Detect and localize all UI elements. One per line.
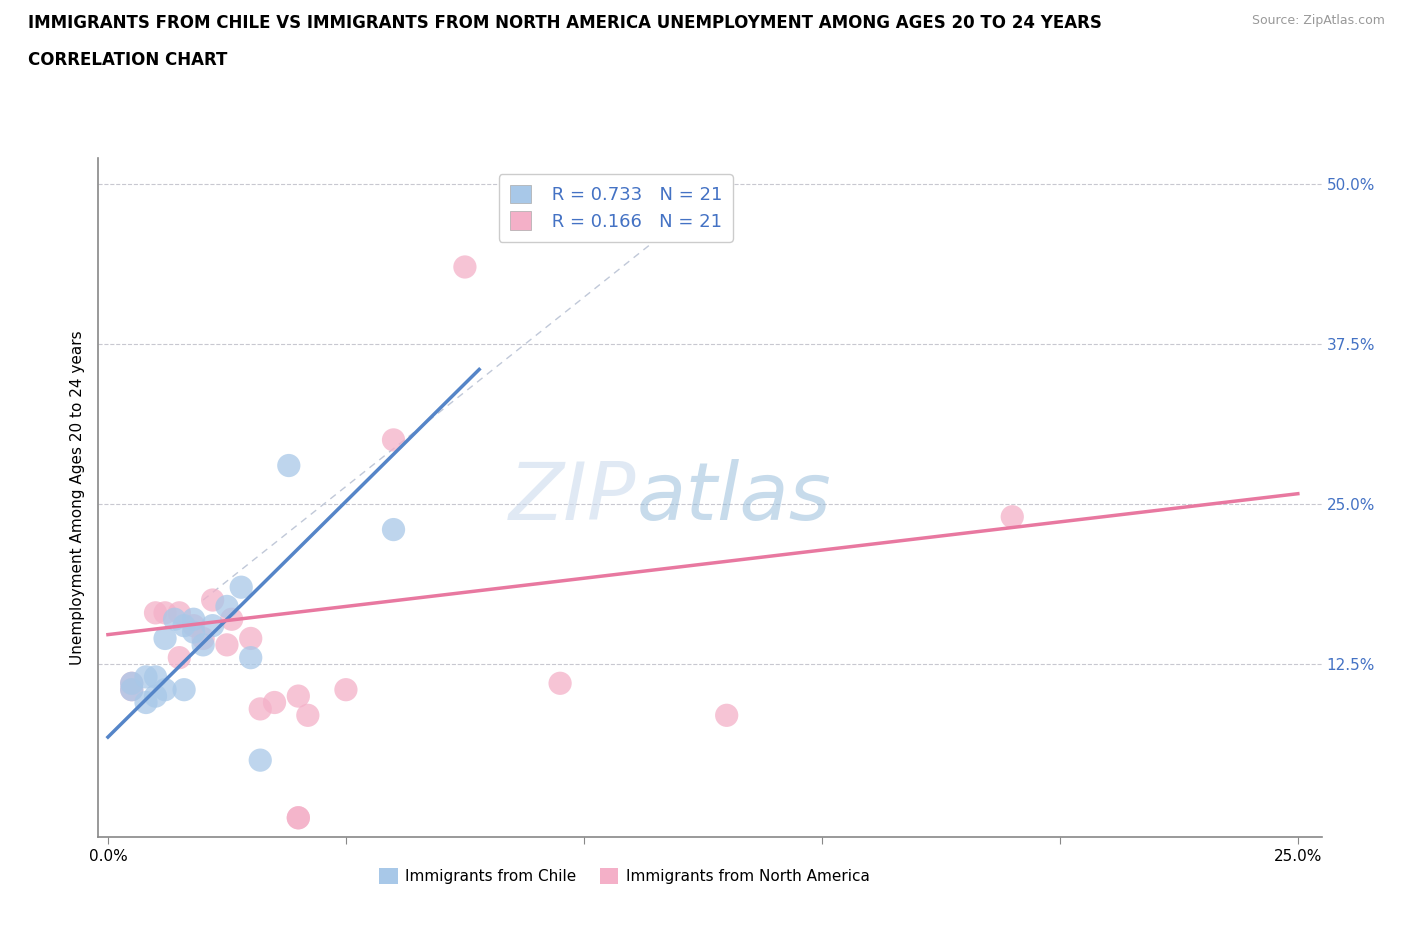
Point <box>173 618 195 633</box>
Point <box>277 458 299 473</box>
Text: Source: ZipAtlas.com: Source: ZipAtlas.com <box>1251 14 1385 27</box>
Point <box>183 618 205 633</box>
Point <box>153 605 176 620</box>
Point <box>215 599 238 614</box>
Text: IMMIGRANTS FROM CHILE VS IMMIGRANTS FROM NORTH AMERICA UNEMPLOYMENT AMONG AGES 2: IMMIGRANTS FROM CHILE VS IMMIGRANTS FROM… <box>28 14 1102 32</box>
Text: atlas: atlas <box>637 458 831 537</box>
Point <box>153 631 176 646</box>
Point <box>121 676 143 691</box>
Point <box>215 637 238 652</box>
Point <box>169 650 191 665</box>
Text: CORRELATION CHART: CORRELATION CHART <box>28 51 228 69</box>
Point <box>201 592 224 607</box>
Point <box>231 579 253 594</box>
Point <box>173 683 195 698</box>
Point <box>163 612 186 627</box>
Point <box>239 631 262 646</box>
Point <box>716 708 738 723</box>
Point <box>287 810 309 825</box>
Point <box>335 683 357 698</box>
Point <box>454 259 477 274</box>
Point <box>287 688 309 703</box>
Point <box>297 708 319 723</box>
Point <box>121 683 143 698</box>
Point <box>249 701 271 716</box>
Point <box>239 650 262 665</box>
Point <box>169 605 191 620</box>
Point <box>121 683 143 698</box>
Point <box>145 688 167 703</box>
Point <box>135 670 157 684</box>
Point <box>121 676 143 691</box>
Point <box>221 612 243 627</box>
Y-axis label: Unemployment Among Ages 20 to 24 years: Unemployment Among Ages 20 to 24 years <box>69 330 84 665</box>
Point <box>287 810 309 825</box>
Point <box>183 612 205 627</box>
Point <box>382 432 405 447</box>
Point <box>145 605 167 620</box>
Point <box>382 522 405 537</box>
Point <box>201 618 224 633</box>
Legend: Immigrants from Chile, Immigrants from North America: Immigrants from Chile, Immigrants from N… <box>374 862 876 890</box>
Point <box>145 670 167 684</box>
Point <box>183 625 205 640</box>
Text: ZIP: ZIP <box>509 458 637 537</box>
Point <box>153 683 176 698</box>
Point <box>249 752 271 767</box>
Point <box>263 695 285 710</box>
Point <box>191 631 214 646</box>
Point <box>191 637 214 652</box>
Point <box>1001 510 1024 525</box>
Point <box>548 676 571 691</box>
Point <box>135 695 157 710</box>
